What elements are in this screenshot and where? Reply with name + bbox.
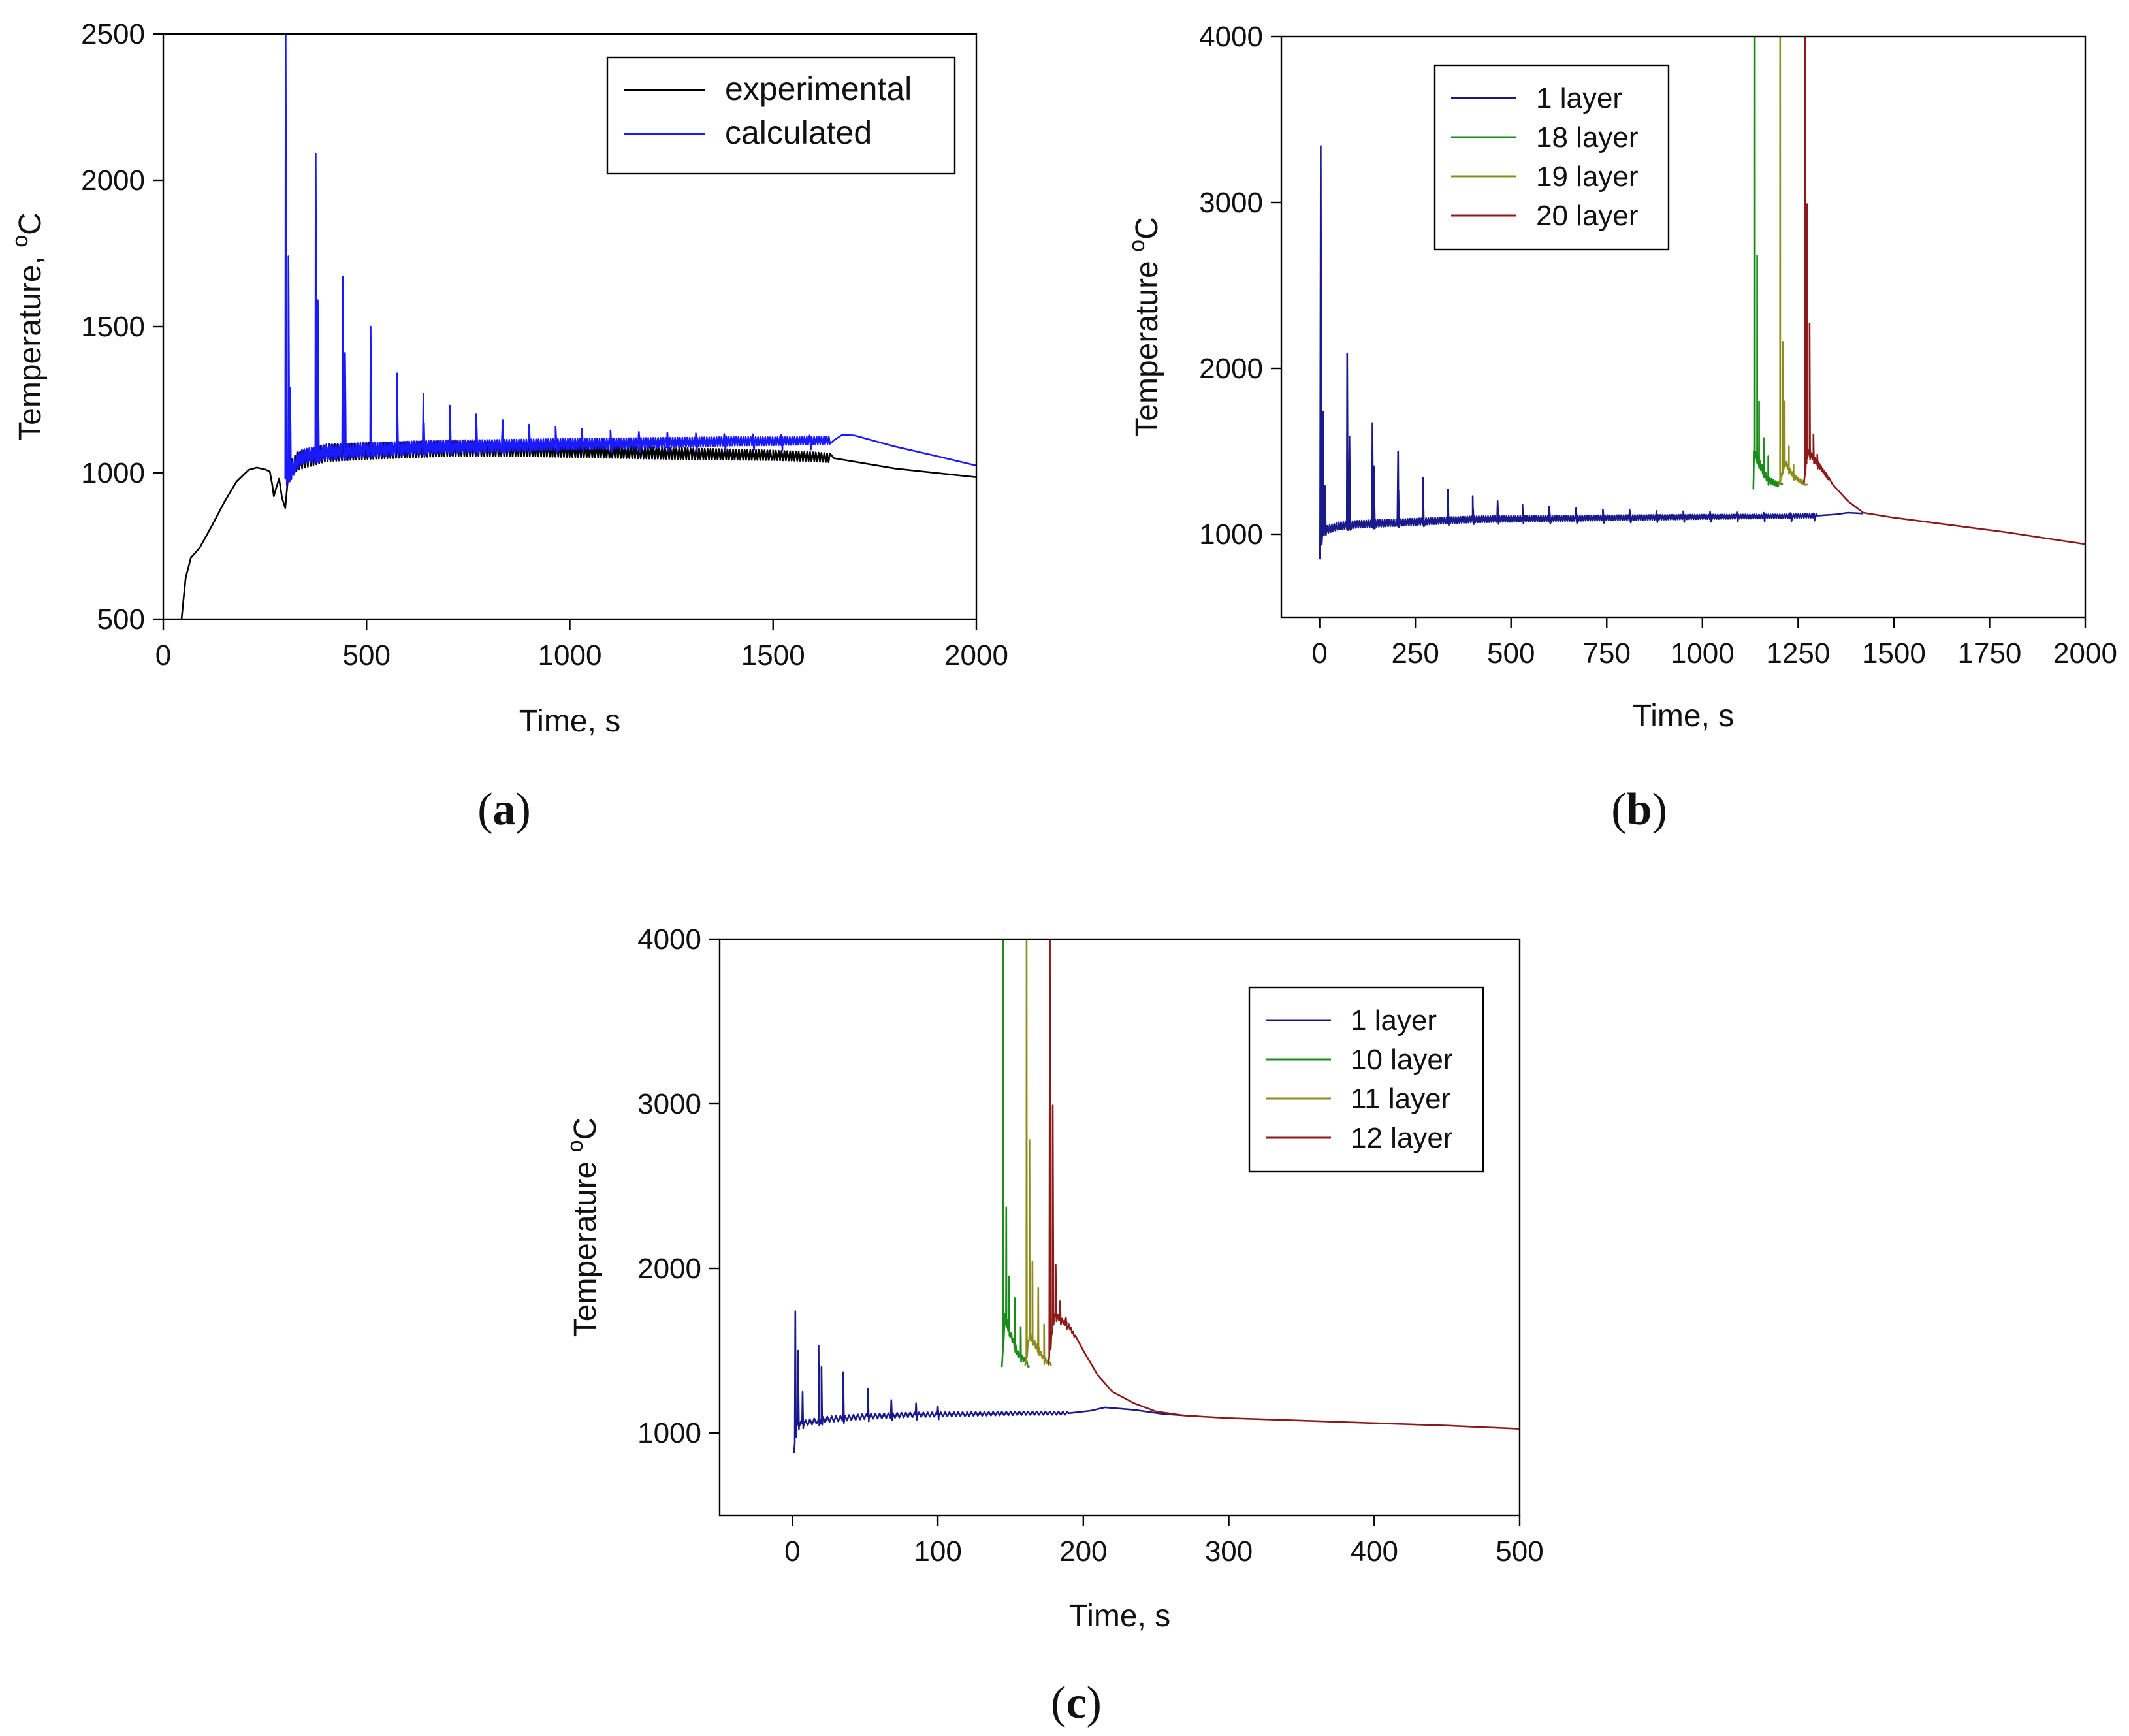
x-tick-label: 2000: [2053, 637, 2117, 669]
x-axis-title: Time, s: [1069, 1599, 1171, 1633]
x-tick-label: 1000: [538, 639, 602, 671]
panel-label-open-paren: (: [1611, 784, 1626, 835]
legend-label-12-layer: 12 layer: [1351, 1122, 1453, 1154]
legend: 1 layer 18 layer 19 layer 20 layer: [1433, 64, 1670, 251]
y-axis-title-superscript: o: [563, 1140, 588, 1152]
panel-label: (c): [1051, 1678, 1102, 1728]
chart-panel-a: 0 500 1000 1500 2000 500 1000 1500 2000 2500 Time,…: [8, 18, 1008, 835]
x-tick-label: 100: [914, 1535, 961, 1567]
y-tick-label: 3000: [1199, 187, 1263, 219]
legend-label-20-layer: 20 layer: [1536, 200, 1639, 232]
panel-label-letter: b: [1627, 784, 1652, 835]
x-tick-label: 200: [1059, 1535, 1107, 1567]
panel-label-letter: c: [1066, 1678, 1086, 1728]
y-axis-title-main: Temperature: [1130, 252, 1164, 437]
y-axis-title: Temperature, oC: [8, 212, 48, 441]
y-tick-label: 4000: [637, 924, 701, 956]
series-line-20-layer: [1802, 37, 2085, 545]
panel-label-open-paren: (: [477, 784, 492, 835]
y-axis-title-superscript: o: [8, 235, 33, 248]
legend-label-experimental: experimental: [725, 71, 912, 107]
legend-label-1-layer: 1 layer: [1536, 82, 1622, 114]
x-tick-label: 500: [1496, 1535, 1543, 1567]
panel-label: (b): [1611, 784, 1667, 835]
y-axis-title: Temperature oC: [1125, 217, 1164, 436]
panel-label-open-paren: (: [1051, 1678, 1066, 1728]
y-axis-title-main: Temperature: [568, 1152, 603, 1337]
y-axis-title-unit: C: [1130, 217, 1164, 240]
chart-panel-b: 0 250 500 750 1000 1250 1500 1750 2000 1000 2000 30…: [1125, 21, 2117, 835]
y-tick-label: 2000: [81, 165, 145, 197]
legend-label-11-layer: 11 layer: [1351, 1083, 1450, 1115]
panel-label-letter: a: [493, 784, 516, 835]
x-tick-label: 1500: [1862, 637, 1926, 669]
y-axis-title-unit: C: [568, 1117, 603, 1140]
legend: experimental calculated: [606, 56, 956, 175]
series-line-11-layer: [1024, 939, 1052, 1366]
legend-box: [606, 56, 956, 175]
y-axis-title-unit: C: [13, 212, 48, 235]
y-tick-label: 2500: [81, 18, 145, 50]
legend-label-18-layer: 18 layer: [1536, 121, 1639, 153]
series-line-experimental: [180, 440, 976, 619]
y-tick-label: 3000: [637, 1088, 701, 1120]
x-tick-label: 1500: [741, 639, 805, 671]
y-axis-title: Temperature oC: [563, 1117, 603, 1337]
legend-box: [1433, 64, 1670, 251]
x-tick-label: 2000: [944, 639, 1008, 671]
series-line-12-layer: [1048, 939, 1520, 1430]
panel-label-close-paren: ): [1652, 784, 1667, 835]
x-tick-label: 750: [1583, 637, 1631, 669]
x-tick-label: 500: [1487, 637, 1535, 669]
series-line-calculated: [284, 34, 976, 487]
y-axis-title-main: Temperature,: [13, 248, 48, 441]
x-axis-title: Time, s: [1633, 699, 1735, 733]
y-tick-label: 2000: [637, 1253, 701, 1285]
series-line-19-layer: [1778, 37, 1808, 486]
y-tick-label: 500: [97, 603, 145, 635]
x-axis-title: Time, s: [519, 704, 621, 739]
legend: 1 layer 10 layer 11 layer 12 layer: [1248, 986, 1484, 1173]
series-line-18-layer: [1752, 37, 1784, 490]
x-tick-label: 400: [1351, 1535, 1398, 1567]
x-tick-label: 300: [1205, 1535, 1253, 1567]
y-axis-title-superscript: o: [1125, 240, 1149, 252]
x-tick-label: 1000: [1671, 637, 1735, 669]
x-tick-label: 1750: [1958, 637, 2022, 669]
plot-frame: [718, 938, 1521, 1517]
plot-frame: [1280, 35, 2087, 619]
x-tick-label: 500: [343, 639, 391, 671]
y-tick-label: 1000: [81, 457, 145, 489]
legend-label-1-layer: 1 layer: [1351, 1005, 1437, 1037]
x-tick-label: 250: [1391, 637, 1439, 669]
legend-box: [1248, 986, 1484, 1173]
series-line-1-layer: [1319, 145, 1864, 560]
x-tick-label: 1250: [1766, 637, 1830, 669]
x-tick-label: 0: [1311, 637, 1327, 669]
legend-label-calculated: calculated: [725, 114, 872, 151]
series-line-1-layer: [793, 1310, 1200, 1453]
panel-label-close-paren: ): [1087, 1678, 1102, 1728]
y-tick-label: 1500: [81, 311, 145, 343]
panel-label-close-paren: ): [516, 784, 531, 835]
x-tick-label: 0: [784, 1535, 800, 1567]
series-line-10-layer: [1000, 939, 1030, 1368]
chart-panel-c: 0 100 200 300 400 500 1000 2000 3000 4000 Time, s T…: [563, 924, 1544, 1728]
legend-label-19-layer: 19 layer: [1536, 161, 1639, 193]
y-tick-label: 1000: [1199, 519, 1263, 551]
panel-label: (a): [477, 784, 531, 835]
y-tick-label: 4000: [1199, 21, 1263, 53]
legend-label-10-layer: 10 layer: [1351, 1044, 1453, 1076]
y-tick-label: 2000: [1199, 353, 1263, 385]
x-tick-label: 0: [155, 639, 171, 671]
y-tick-label: 1000: [637, 1417, 701, 1449]
